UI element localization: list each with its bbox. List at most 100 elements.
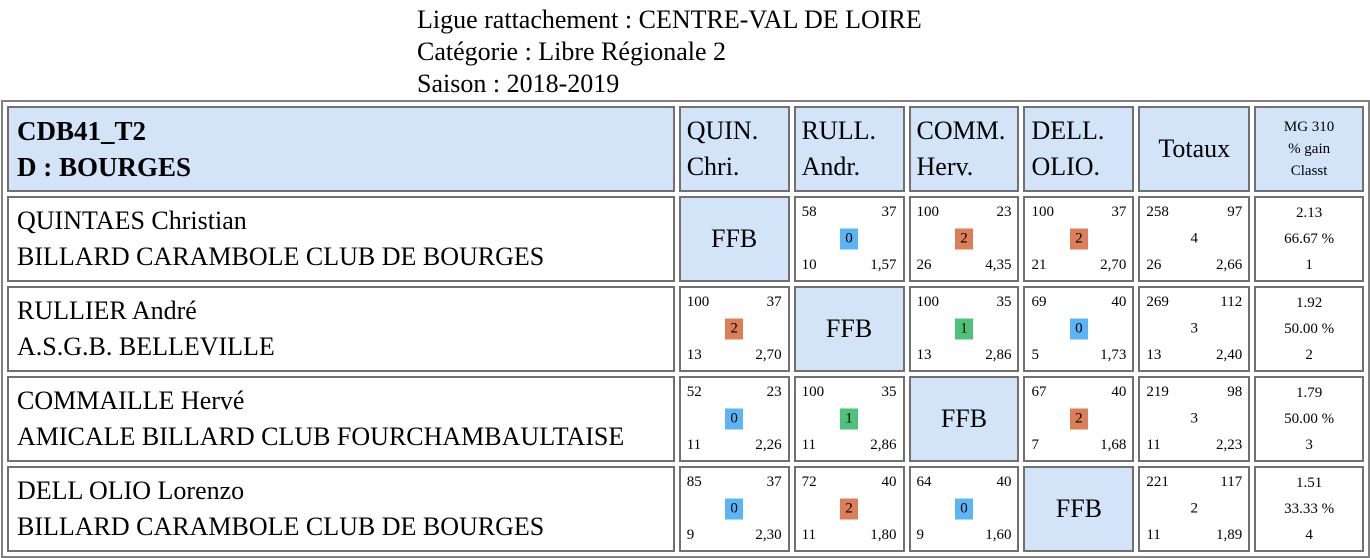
reprises-value: 26 (916, 257, 932, 273)
total-reprises-value: 13 (1146, 347, 1162, 363)
result-cell: 72 40 2 11 1,80 (793, 466, 905, 552)
ffb-cell: FFB (678, 196, 790, 282)
reprises-value: 11 (801, 527, 817, 543)
average-value: 2,70 (755, 347, 782, 363)
average-value: 1,60 (985, 527, 1012, 543)
player-cell: COMMAILLE Hervé AMICALE BILLARD CLUB FOUR… (7, 376, 675, 462)
match-points-badge: 2 (1069, 228, 1088, 250)
best-serie-value: 40 (996, 474, 1012, 490)
total-reprises-value: 11 (1146, 437, 1161, 453)
group-name: CDB41_T2 (17, 116, 147, 146)
table-header-row: CDB41_T2 D : BOURGES QUIN. Chri. RULL. A… (7, 106, 1364, 192)
best-serie-value: 23 (996, 204, 1012, 220)
total-serie-value: 97 (1227, 204, 1243, 220)
ffb-cell: FFB (1023, 466, 1135, 552)
reprises-value: 9 (686, 527, 695, 543)
opponent-header-line2: Andr. (801, 152, 861, 181)
player-name: DELL OLIO Lorenzo (17, 476, 245, 505)
match-points-badge: 0 (954, 498, 973, 520)
totals-header-cell: Totaux (1138, 106, 1251, 192)
gain-percent: 50.00 % (1284, 411, 1335, 427)
ffb-cell: FFB (793, 286, 905, 372)
total-points-value: 219 (1146, 384, 1169, 400)
average-value: 1,68 (1100, 437, 1127, 453)
result-cell: 64 40 0 9 1,60 (908, 466, 1020, 552)
best-serie-value: 35 (881, 384, 897, 400)
player-row: COMMAILLE Hervé AMICALE BILLARD CLUB FOUR… (7, 376, 1364, 462)
opponent-header-cell: DELL. OLIO. (1023, 106, 1135, 192)
totals-cell: 221 117 2 11 1,89 (1138, 466, 1251, 552)
group-header-cell: CDB41_T2 D : BOURGES (7, 106, 675, 192)
mg-header-line3: Classt (1290, 163, 1328, 179)
mg-header-cell: MG 310 % gain Classt (1254, 106, 1364, 192)
points-value: 100 (916, 294, 940, 310)
opponent-header-line1: COMM. (916, 116, 1006, 145)
player-cell: DELL OLIO Lorenzo BILLARD CARAMBOLE CLUB … (7, 466, 675, 552)
average-value: 1,57 (870, 257, 897, 273)
mg-value: 1.79 (1295, 385, 1323, 401)
result-cell: 100 35 1 13 2,86 (908, 286, 1020, 372)
gain-percent: 50.00 % (1284, 321, 1335, 337)
opponent-header-line2: Herv. (916, 152, 974, 181)
average-value: 2,86 (985, 347, 1012, 363)
total-points-value: 269 (1146, 294, 1169, 310)
player-name: COMMAILLE Hervé (17, 386, 245, 415)
reprises-value: 7 (1031, 437, 1039, 453)
match-points-badge: 0 (1069, 318, 1088, 340)
result-cell: 67 40 2 7 1,68 (1023, 376, 1135, 462)
gain-percent: 66.67 % (1284, 231, 1335, 247)
result-cell: 69 40 0 5 1,73 (1023, 286, 1135, 372)
player-row: RULLIER André A.S.G.B. BELLEVILLE 100 37 2 13… (7, 286, 1364, 372)
total-average-value: 2,66 (1215, 257, 1243, 273)
player-club: A.S.G.B. BELLEVILLE (17, 332, 275, 361)
average-value: 1,73 (1100, 347, 1127, 363)
match-points-badge: 1 (954, 318, 973, 340)
ranking-value: 4 (1305, 527, 1313, 543)
points-value: 64 (916, 474, 932, 490)
reprises-value: 10 (801, 257, 817, 273)
ligue-label: Ligue rattachement : CENTRE-VAL DE LOIRE (417, 5, 922, 34)
average-value: 2,70 (1100, 257, 1127, 273)
totals-cell: 269 112 3 13 2,40 (1138, 286, 1251, 372)
player-club: BILLARD CARAMBOLE CLUB DE BOURGES (17, 512, 545, 541)
player-row: QUINTAES Christian BILLARD CARAMBOLE CLUB… (7, 196, 1364, 282)
average-value: 2,26 (755, 437, 782, 453)
total-reprises-value: 11 (1146, 527, 1161, 543)
mg-cell: 2.13 66.67 % 1 (1254, 196, 1364, 282)
ranking-value: 1 (1305, 257, 1313, 273)
best-serie-value: 40 (1111, 294, 1127, 310)
result-cell: 85 37 0 9 2,30 (678, 466, 790, 552)
best-serie-value: 35 (996, 294, 1012, 310)
best-serie-value: 37 (1111, 204, 1127, 220)
player-club: AMICALE BILLARD CLUB FOURCHAMBAULTAISE (17, 422, 625, 451)
totals-cell: 258 97 4 26 2,66 (1138, 196, 1251, 282)
average-value: 4,35 (985, 257, 1012, 273)
opponent-header-line1: QUIN. (686, 116, 759, 145)
match-points-badge: 2 (725, 318, 744, 340)
total-serie-value: 112 (1220, 294, 1243, 310)
total-match-points-value: 2 (1190, 500, 1199, 517)
opponent-header-cell: COMM. Herv. (908, 106, 1020, 192)
points-value: 100 (686, 294, 710, 310)
points-value: 52 (686, 384, 702, 400)
points-value: 85 (686, 474, 702, 490)
reprises-value: 9 (916, 527, 925, 543)
mg-value: 2.13 (1295, 205, 1323, 221)
opponent-header-cell: RULL. Andr. (793, 106, 905, 192)
total-points-value: 221 (1146, 474, 1169, 490)
average-value: 1,80 (870, 527, 897, 543)
match-points-badge: 0 (725, 498, 744, 520)
match-points-badge: 0 (840, 228, 859, 250)
totals-cell: 219 98 3 11 2,23 (1138, 376, 1251, 462)
ranking-value: 3 (1305, 437, 1313, 453)
result-cell: 100 23 2 26 4,35 (908, 196, 1020, 282)
results-table: CDB41_T2 D : BOURGES QUIN. Chri. RULL. A… (1, 100, 1370, 558)
points-value: 69 (1031, 294, 1047, 310)
points-value: 72 (801, 474, 817, 490)
result-cell: 52 23 0 11 2,26 (678, 376, 790, 462)
mg-cell: 1.92 50.00 % 2 (1254, 286, 1364, 372)
result-cell: 100 37 2 13 2,70 (678, 286, 790, 372)
mg-header-line1: MG 310 (1283, 119, 1335, 135)
reprises-value: 5 (1031, 347, 1039, 363)
reprises-value: 11 (801, 437, 817, 453)
